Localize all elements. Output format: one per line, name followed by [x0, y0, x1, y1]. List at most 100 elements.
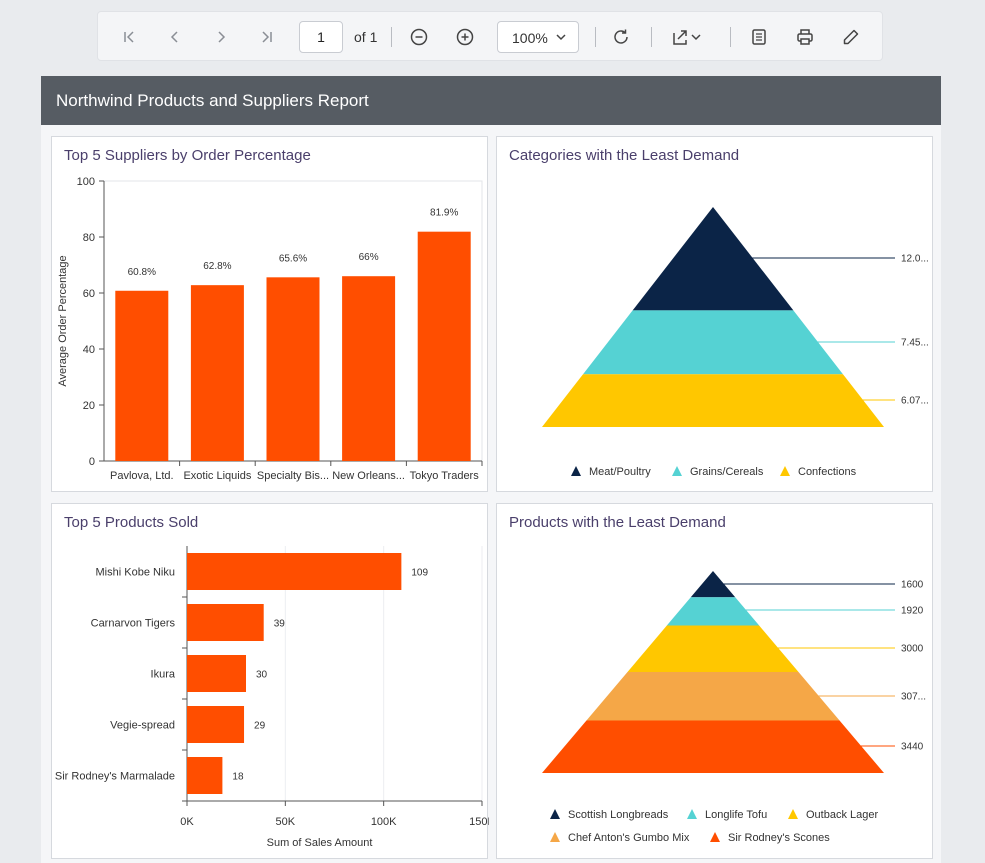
- categories-chart-panel: Categories with the Least Demand 12.0...…: [496, 136, 933, 492]
- y-tick-label: 40: [83, 344, 95, 356]
- x-axis-title: Sum of Sales Amount: [267, 837, 373, 849]
- toolbar-divider: [651, 27, 652, 47]
- legend-label: Chef Anton's Gumbo Mix: [568, 832, 690, 844]
- data-label: 3440: [901, 742, 924, 753]
- zoom-value: 100%: [512, 30, 548, 46]
- print-icon[interactable]: [792, 24, 818, 50]
- x-tick-label: New Orleans...: [332, 470, 405, 482]
- previous-page-icon[interactable]: [162, 24, 188, 50]
- products-bar-chart: 0K 50K 100K 150K 109 Mishi Kobe Niku 39 Carnarv…: [55, 546, 489, 849]
- legend-marker: [687, 809, 697, 819]
- legend-label: Scottish Longbreads: [568, 809, 669, 821]
- x-tick-label: Exotic Liquids: [183, 470, 251, 482]
- x-tick-label: 100K: [371, 816, 397, 828]
- zoom-out-icon[interactable]: [406, 24, 432, 50]
- data-label: 7.45...: [901, 338, 929, 349]
- bar: [266, 277, 320, 461]
- y-tick-label: Sir Rodney's Marmalade: [55, 771, 175, 783]
- data-label: 39: [274, 619, 286, 630]
- viewer-toolbar: 1 of 1 100%: [97, 11, 883, 61]
- legend-marker: [788, 809, 798, 819]
- y-tick-label: Ikura: [151, 669, 176, 681]
- chart-title: Products with the Least Demand: [509, 514, 726, 531]
- y-tick-label: 60: [83, 288, 95, 300]
- page-number-input[interactable]: 1: [299, 21, 343, 53]
- legend-marker: [710, 832, 720, 842]
- bar: [187, 604, 264, 641]
- x-tick-label: Tokyo Traders: [410, 470, 480, 482]
- x-tick-label: 150K: [469, 816, 489, 828]
- pyramid-segment: [542, 374, 884, 427]
- data-label: 18: [232, 772, 244, 783]
- chart-title: Top 5 Products Sold: [64, 514, 199, 531]
- pyramid-segment: [632, 207, 794, 311]
- document-map-icon[interactable]: [746, 24, 772, 50]
- data-label: 65.6%: [279, 253, 307, 264]
- bar: [417, 231, 471, 461]
- refresh-icon[interactable]: [608, 24, 634, 50]
- export-icon[interactable]: [668, 24, 708, 50]
- legend-label: Grains/Cereals: [690, 466, 764, 478]
- bar: [187, 706, 245, 743]
- legend-label: Confections: [798, 466, 857, 478]
- data-label: 12.0...: [901, 254, 929, 265]
- legend-marker: [550, 809, 560, 819]
- data-label: 81.9%: [430, 208, 458, 219]
- least-products-chart-panel: Products with the Least Demand 1600 1920 3…: [496, 503, 933, 859]
- pyramid-segment: [586, 672, 840, 721]
- bar: [342, 276, 396, 461]
- pyramid-segment: [583, 310, 843, 375]
- legend-marker: [672, 466, 682, 476]
- x-tick-label: 0K: [180, 816, 194, 828]
- chart-title: Categories with the Least Demand: [509, 147, 740, 164]
- legend-marker: [550, 832, 560, 842]
- data-label: 109: [411, 568, 428, 579]
- report-title: Northwind Products and Suppliers Report: [41, 76, 941, 125]
- y-tick-label: 80: [83, 232, 95, 244]
- pyramid-segment: [627, 625, 799, 672]
- y-tick-label: 20: [83, 400, 95, 412]
- toolbar-divider: [391, 27, 392, 47]
- data-label: 1600: [901, 580, 924, 591]
- legend-label: Sir Rodney's Scones: [728, 832, 830, 844]
- y-tick-label: Mishi Kobe Niku: [96, 567, 175, 579]
- y-axis-title: Average Order Percentage: [57, 255, 69, 386]
- pyramid-segment: [690, 571, 736, 598]
- data-label: 29: [254, 721, 266, 732]
- bar: [190, 285, 244, 461]
- zoom-in-icon[interactable]: [452, 24, 478, 50]
- bar: [187, 553, 402, 590]
- x-tick-label: Specialty Bis...: [257, 470, 329, 482]
- data-label: 307...: [901, 692, 926, 703]
- suppliers-bar-chart: 0 20 40 60 80 100 60.8% Pavlova, Ltd. 62.8% Exoti…: [57, 176, 483, 482]
- products-chart-panel: Top 5 Products Sold 0K 50K 100K 150K 109 Mish…: [51, 503, 489, 859]
- data-label: 60.8%: [128, 267, 156, 278]
- legend-marker: [780, 466, 790, 476]
- x-tick-label: Pavlova, Ltd.: [110, 470, 174, 482]
- first-page-icon[interactable]: [116, 24, 142, 50]
- data-label: 1920: [901, 606, 924, 617]
- toolbar-divider: [730, 27, 731, 47]
- legend-label: Meat/Poultry: [589, 466, 651, 478]
- chart-title: Top 5 Suppliers by Order Percentage: [64, 147, 311, 164]
- legend-label: Longlife Tofu: [705, 809, 767, 821]
- zoom-select[interactable]: 100%: [497, 21, 579, 53]
- data-label: 66%: [359, 252, 379, 263]
- legend-label: Outback Lager: [806, 809, 878, 821]
- categories-pyramid-chart: 12.0... 7.45... 6.07... Meat/Poultry Grains/…: [542, 207, 929, 478]
- bar: [187, 655, 246, 692]
- suppliers-chart-panel: Top 5 Suppliers by Order Percentage 0 20 4…: [51, 136, 488, 492]
- pyramid-segment: [666, 597, 760, 626]
- data-label: 30: [256, 670, 268, 681]
- y-tick-label: 100: [77, 176, 95, 188]
- y-tick-label: Carnarvon Tigers: [91, 618, 176, 630]
- chevron-down-icon: [555, 30, 567, 46]
- next-page-icon[interactable]: [208, 24, 234, 50]
- y-tick-label: Vegie-spread: [110, 720, 175, 732]
- data-label: 6.07...: [901, 396, 929, 407]
- last-page-icon[interactable]: [254, 24, 280, 50]
- edit-icon[interactable]: [838, 24, 864, 50]
- toolbar-divider: [595, 27, 596, 47]
- report-page: Northwind Products and Suppliers Report …: [41, 76, 941, 863]
- y-tick-label: 0: [89, 456, 95, 468]
